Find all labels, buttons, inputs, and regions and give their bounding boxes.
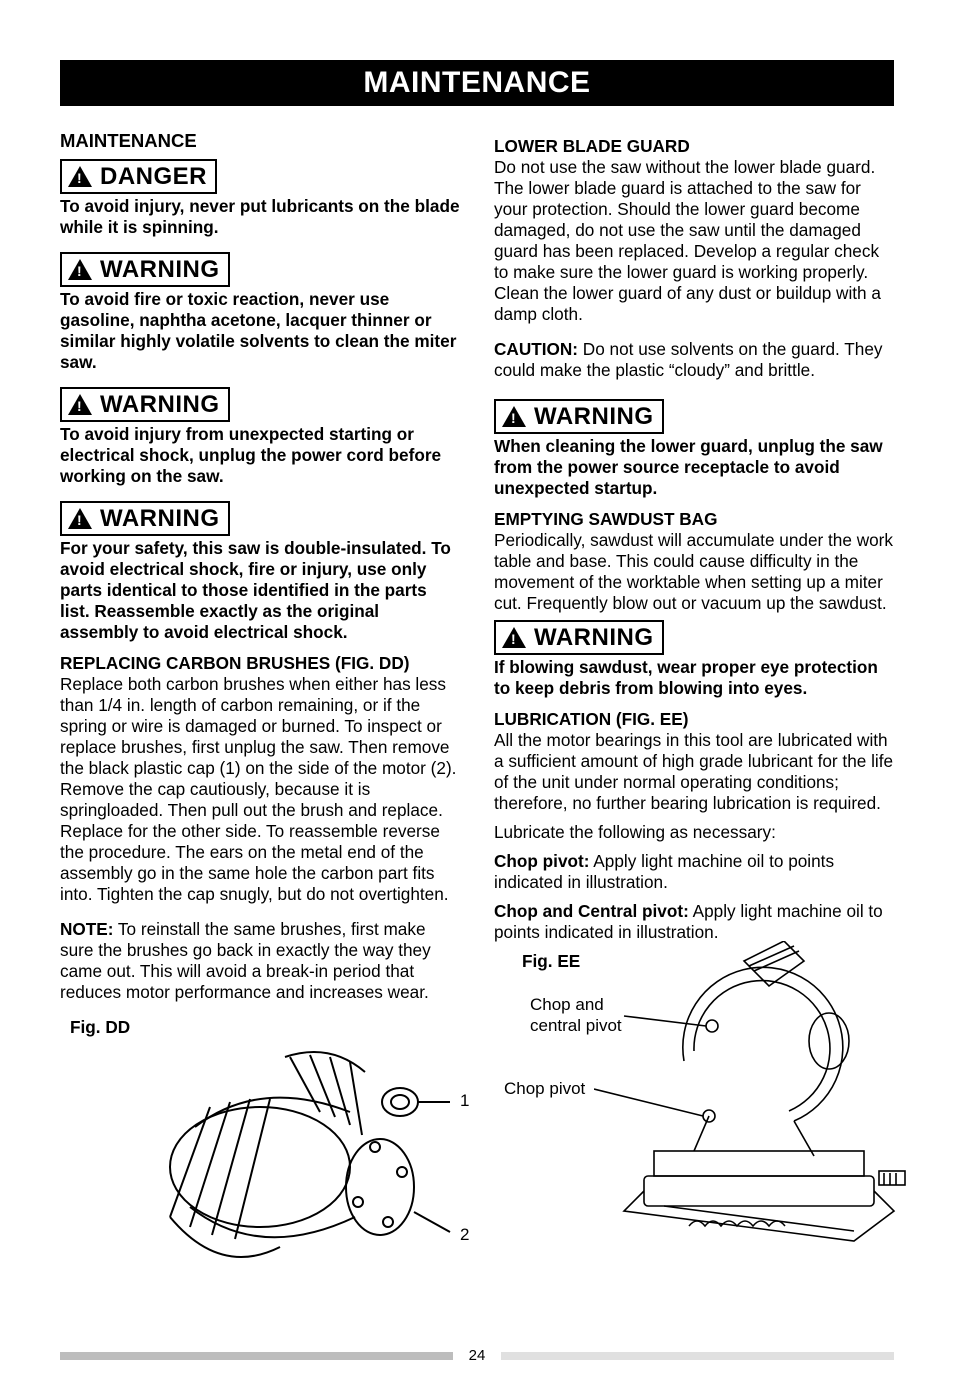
warning-callout-5: WARNING: [494, 620, 664, 655]
note-text: To reinstall the same brushes, first mak…: [60, 919, 431, 1002]
alert-triangle-icon: [68, 259, 92, 280]
page-number: 24: [463, 1347, 492, 1364]
central-pivot-item: Chop and Central pivot: Apply light mach…: [494, 901, 894, 943]
brush-paragraph: Replace both carbon brushes when either …: [60, 674, 460, 905]
fig-ee-label: Fig. EE: [522, 951, 580, 972]
danger-text: To avoid injury, never put lubricants on…: [60, 196, 460, 238]
two-column-layout: MAINTENANCE DANGER To avoid injury, neve…: [60, 130, 894, 1317]
alert-triangle-icon: [502, 406, 526, 427]
warning-label: WARNING: [534, 402, 654, 431]
bag-paragraph: Periodically, sawdust will accumulate un…: [494, 530, 894, 614]
brush-heading: REPLACING CARBON BRUSHES (FIG. DD): [60, 653, 460, 674]
warning-label: WARNING: [100, 504, 220, 533]
fig-dd-callout-1: 1: [460, 1091, 469, 1112]
lube-intro: Lubricate the following as necessary:: [494, 822, 894, 843]
fig-dd-illustration: [150, 1017, 470, 1297]
alert-triangle-icon: [68, 166, 92, 187]
alert-triangle-icon: [68, 508, 92, 529]
guard-heading: LOWER BLADE GUARD: [494, 136, 894, 157]
bag-heading: EMPTYING SAWDUST BAG: [494, 509, 894, 530]
guard-paragraph: Do not use the saw without the lower bla…: [494, 157, 894, 325]
lube-paragraph: All the motor bearings in this tool are …: [494, 730, 894, 814]
fig-dd-callout-2: 2: [460, 1225, 469, 1246]
section-banner: MAINTENANCE: [60, 60, 894, 106]
warning-label: WARNING: [534, 623, 654, 652]
note-paragraph: NOTE: To reinstall the same brushes, fir…: [60, 919, 460, 1003]
alert-triangle-icon: [68, 394, 92, 415]
fig-ee-illustration: [594, 941, 914, 1261]
lube-heading: LUBRICATION (FIG. EE): [494, 709, 894, 730]
warning-callout-4: WARNING: [494, 399, 664, 434]
page-footer: 24: [60, 1347, 894, 1364]
warning-4-text: When cleaning the lower guard, unplug th…: [494, 436, 894, 499]
caution-label: CAUTION:: [494, 339, 578, 359]
warning-5-text: If blowing sawdust, wear proper eye prot…: [494, 657, 894, 699]
figure-dd: Fig. DD: [60, 1017, 460, 1317]
maintenance-heading: MAINTENANCE: [60, 130, 460, 153]
warning-1-text: To avoid fire or toxic reaction, never u…: [60, 289, 460, 373]
warning-label: WARNING: [100, 390, 220, 419]
note-label: NOTE:: [60, 919, 113, 939]
warning-callout-2: WARNING: [60, 387, 230, 422]
ee-label-line1: Chop and: [530, 995, 604, 1014]
chop-pivot-item: Chop pivot: Apply light machine oil to p…: [494, 851, 894, 893]
page: MAINTENANCE MAINTENANCE DANGER To avoid …: [0, 0, 954, 1394]
left-column: MAINTENANCE DANGER To avoid injury, neve…: [60, 130, 460, 1317]
warning-3-text: For your safety, this saw is double-insu…: [60, 538, 460, 643]
figure-ee: Fig. EE Chop and central pivot Chop pivo…: [494, 951, 894, 1271]
warning-label: WARNING: [100, 255, 220, 284]
caution-paragraph: CAUTION: Do not use solvents on the guar…: [494, 339, 894, 381]
warning-callout-1: WARNING: [60, 252, 230, 287]
danger-label: DANGER: [100, 162, 207, 191]
warning-callout-3: WARNING: [60, 501, 230, 536]
chop-pivot-label: Chop pivot:: [494, 851, 589, 871]
fig-dd-label: Fig. DD: [70, 1017, 130, 1038]
central-pivot-label: Chop and Central pivot:: [494, 901, 689, 921]
danger-callout: DANGER: [60, 159, 217, 194]
alert-triangle-icon: [502, 627, 526, 648]
fig-ee-label-chop-pivot: Chop pivot: [504, 1079, 585, 1100]
right-column: LOWER BLADE GUARD Do not use the saw wit…: [494, 130, 894, 1317]
warning-2-text: To avoid injury from unexpected starting…: [60, 424, 460, 487]
footer-bar-left: [60, 1352, 453, 1360]
footer-bar-right: [501, 1352, 894, 1360]
